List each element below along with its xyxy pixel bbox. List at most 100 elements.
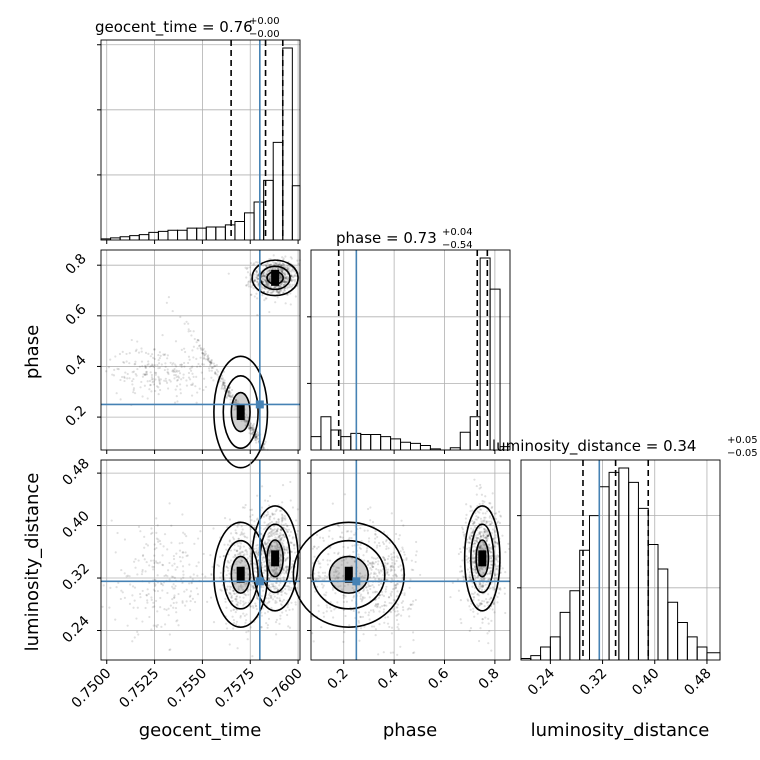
sample-point: [254, 439, 258, 442]
sample-point: [134, 349, 137, 353]
sample-point: [383, 558, 387, 562]
sample-point: [266, 270, 269, 274]
sample-point: [357, 611, 361, 614]
sample-point: [183, 533, 186, 536]
sample-point: [456, 578, 460, 581]
sample-point: [234, 529, 237, 532]
sample-point: [163, 608, 166, 611]
sample-point: [121, 591, 124, 594]
sample-point: [363, 596, 366, 599]
sample-point: [387, 596, 391, 599]
sample-point: [109, 358, 112, 361]
sample-point: [195, 587, 198, 590]
sample-point: [392, 599, 395, 602]
sample-point: [459, 618, 462, 621]
sample-point: [395, 575, 398, 578]
sample-point: [250, 508, 254, 511]
sample-point: [483, 577, 486, 580]
sample-point: [223, 384, 226, 387]
sample-point: [388, 625, 391, 629]
sample-point: [151, 565, 154, 568]
sample-point: [263, 299, 266, 302]
sample-point: [140, 573, 144, 576]
sample-point: [224, 600, 227, 603]
sample-point: [273, 286, 276, 289]
sample-point: [358, 546, 361, 549]
sample-point: [250, 432, 254, 435]
sample-point: [470, 602, 473, 605]
sample-point: [249, 424, 252, 427]
sample-point: [275, 618, 278, 621]
sample-point: [233, 608, 236, 611]
sample-point: [292, 278, 295, 281]
sample-point: [132, 387, 136, 390]
sample-point: [231, 394, 234, 398]
sample-point: [202, 347, 205, 350]
sample-point: [195, 375, 198, 378]
sample-point: [228, 390, 231, 393]
sample-point: [271, 598, 275, 601]
sample-point: [385, 547, 388, 551]
sample-point: [244, 420, 247, 423]
sample-point: [264, 526, 267, 530]
sample-point: [156, 623, 160, 627]
sample-point: [328, 529, 331, 532]
sample-point: [134, 362, 137, 366]
sample-point: [268, 278, 272, 281]
sample-point: [278, 285, 281, 288]
sample-point: [240, 525, 243, 528]
sample-point: [193, 337, 196, 341]
sample-point: [345, 530, 349, 533]
sample-point: [373, 591, 377, 594]
sample-point: [412, 639, 415, 642]
sample-point: [255, 261, 258, 264]
sample-point: [194, 385, 197, 388]
sample-point: [287, 550, 290, 554]
sample-point: [400, 568, 404, 571]
sample-point: [479, 508, 483, 511]
sample-point: [206, 358, 209, 361]
sample-point: [107, 366, 111, 369]
sample-point: [199, 365, 202, 368]
sample-point: [269, 278, 272, 281]
sample-point: [284, 279, 287, 283]
sample-point: [239, 599, 242, 602]
sample-point: [235, 549, 238, 552]
sample-point: [264, 278, 267, 282]
sample-point: [159, 388, 162, 392]
sample-point: [139, 592, 142, 596]
sample-point: [283, 266, 287, 269]
sample-point: [268, 276, 271, 279]
sample-point: [283, 280, 286, 284]
sample-point: [175, 375, 178, 379]
sample-point: [276, 527, 280, 530]
sample-point: [283, 548, 286, 551]
sample-point: [177, 376, 181, 379]
sample-point: [386, 616, 390, 619]
sample-point: [494, 517, 498, 521]
sample-point: [256, 553, 259, 556]
sample-point: [257, 432, 260, 435]
sample-point: [350, 536, 353, 540]
sample-point: [228, 386, 231, 390]
sample-point: [287, 625, 290, 628]
sample-point: [276, 262, 279, 265]
sample-point: [413, 651, 416, 654]
sample-point: [147, 352, 150, 356]
sample-point: [245, 284, 248, 287]
sample-point: [145, 372, 148, 375]
sample-point: [228, 518, 232, 521]
sample-point: [250, 519, 253, 522]
sample-point: [255, 552, 259, 555]
sample-point: [222, 554, 225, 558]
sample-point: [212, 379, 215, 382]
sample-point: [124, 371, 127, 374]
sample-point: [234, 399, 238, 402]
sample-point: [161, 554, 164, 557]
sample-point: [332, 616, 335, 619]
sample-point: [168, 502, 171, 505]
sample-point: [291, 537, 294, 540]
sample-point: [373, 571, 376, 574]
sample-point: [495, 556, 499, 559]
sample-point: [333, 551, 336, 555]
